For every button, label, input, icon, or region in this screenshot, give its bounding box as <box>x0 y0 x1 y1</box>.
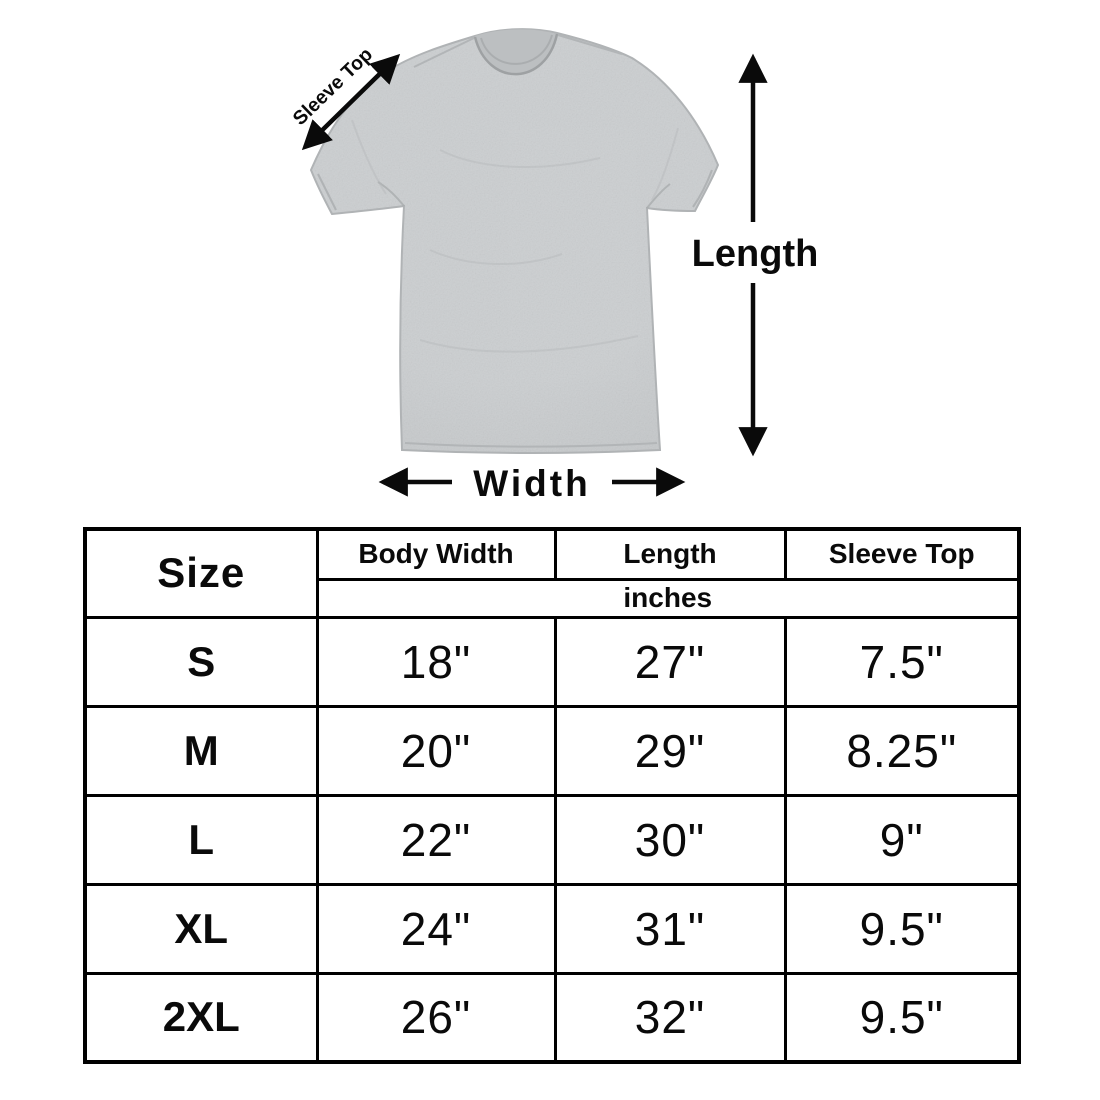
table-row-xl: XL 24" 31" 9.5" <box>83 882 1021 975</box>
length-value: 29" <box>553 704 787 797</box>
length-value: 32" <box>553 971 787 1064</box>
tshirt-image <box>309 28 720 454</box>
length-value: 31" <box>553 882 787 975</box>
width-label: Width <box>473 463 590 504</box>
sleeve-top-value: 9.5" <box>783 971 1021 1064</box>
size-value: M <box>83 704 319 797</box>
size-value: S <box>83 615 319 708</box>
header-length: Length <box>553 527 787 581</box>
table-row-2xl: 2XL 26" 32" 9.5" <box>83 971 1021 1064</box>
header-sleeve-top: Sleeve Top <box>783 527 1021 581</box>
table-header-row: Size Body Width Length Sleeve Top <box>83 527 1021 619</box>
sleeve-top-value: 7.5" <box>783 615 1021 708</box>
header-size: Size <box>83 527 319 619</box>
table-unit-row: inches <box>85 577 1021 619</box>
tshirt-measurement-figure: Sleeve Top Length Width <box>289 28 819 504</box>
size-value: 2XL <box>83 971 319 1064</box>
size-value: XL <box>83 882 319 975</box>
tshirt-outline <box>309 28 720 454</box>
sleeve-top-value: 8.25" <box>783 704 1021 797</box>
sleeve-top-arrow <box>301 53 401 151</box>
length-value: 27" <box>553 615 787 708</box>
collar <box>475 29 557 75</box>
sleeve-top-value: 9" <box>783 793 1021 886</box>
length-label: Length <box>692 233 819 275</box>
size-chart-table: Size Body Width Length Sleeve Top inches… <box>83 527 1021 1064</box>
length-value: 30" <box>553 793 787 886</box>
body-width-value: 20" <box>315 704 557 797</box>
size-value: L <box>83 793 319 886</box>
unit-label: inches <box>315 577 1021 619</box>
body-width-value: 18" <box>315 615 557 708</box>
table-row-s: S 18" 27" 7.5" <box>83 615 1021 708</box>
sleeve-top-value: 9.5" <box>783 882 1021 975</box>
header-body-width: Body Width <box>315 527 557 581</box>
body-width-value: 24" <box>315 882 557 975</box>
body-width-value: 22" <box>315 793 557 886</box>
table-row-m: M 20" 29" 8.25" <box>83 704 1021 797</box>
body-width-value: 26" <box>315 971 557 1064</box>
table-row-l: L 22" 30" 9" <box>83 793 1021 886</box>
